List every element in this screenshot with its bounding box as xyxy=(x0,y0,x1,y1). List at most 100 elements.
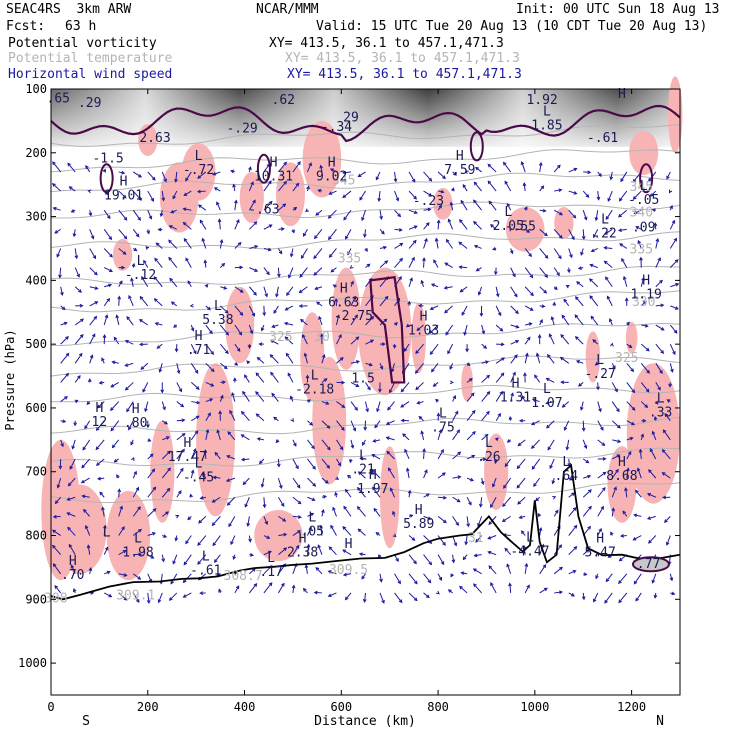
wind-arrowhead xyxy=(284,336,289,341)
wind-arrowhead xyxy=(121,265,126,270)
pv-shaded-region xyxy=(625,321,638,354)
wind-arrowhead xyxy=(74,255,79,260)
wind-vector xyxy=(625,488,628,498)
wind-vector xyxy=(300,319,308,326)
wind-vector xyxy=(481,361,489,364)
wind-arrowhead xyxy=(543,587,548,592)
wind-vector xyxy=(503,477,512,489)
wind-vector xyxy=(263,267,270,275)
wind-arrowhead xyxy=(526,336,531,341)
wind-vector xyxy=(361,210,366,221)
wind-arrowhead xyxy=(95,427,100,432)
wind-arrowhead xyxy=(449,365,453,370)
plot-frame xyxy=(50,88,681,696)
wind-vector xyxy=(314,229,323,239)
wind-vector xyxy=(664,516,671,523)
wind-arrowhead xyxy=(54,585,58,589)
wind-arrowhead xyxy=(119,280,123,285)
wind-arrowhead xyxy=(302,333,306,338)
wind-vector xyxy=(321,401,329,405)
pv-shaded-regions xyxy=(41,76,683,581)
wind-arrowhead xyxy=(443,285,448,290)
extremum-value: .75 xyxy=(431,421,454,436)
wind-arrowhead xyxy=(500,372,505,377)
wind-vector xyxy=(433,259,439,268)
y-axis-label: Pressure (hPa) xyxy=(3,329,17,430)
wind-vector xyxy=(408,225,418,230)
wind-arrowhead xyxy=(283,547,288,552)
wind-vector xyxy=(406,468,410,479)
wind-vector xyxy=(257,438,264,441)
wind-arrowhead xyxy=(559,356,564,361)
wind-vector xyxy=(263,180,272,192)
wind-arrowhead xyxy=(547,446,552,451)
wind-vector xyxy=(330,267,337,273)
wind-arrowhead xyxy=(168,239,172,244)
wind-arrowhead xyxy=(123,216,128,221)
wind-arrowhead xyxy=(212,172,217,176)
wind-arrowhead xyxy=(65,352,70,357)
wind-vector xyxy=(510,340,519,345)
wind-vector xyxy=(155,322,163,326)
wind-arrowhead xyxy=(618,580,622,585)
wind-arrowhead xyxy=(111,444,116,449)
wind-vector xyxy=(611,469,619,479)
wind-arrowhead xyxy=(411,178,416,183)
wind-vector xyxy=(74,267,80,278)
wind-vector xyxy=(198,516,207,524)
wind-arrowhead xyxy=(123,573,128,577)
wind-vector xyxy=(619,190,628,202)
wind-arrowhead xyxy=(399,242,404,247)
wind-arrowhead xyxy=(385,436,390,440)
wind-arrowhead xyxy=(78,289,82,293)
wind-vector xyxy=(197,190,206,193)
wind-arrowhead xyxy=(671,219,676,224)
wind-arrowhead xyxy=(638,448,643,453)
wind-arrowhead xyxy=(87,378,92,383)
wind-arrowhead xyxy=(635,489,639,494)
wind-arrowhead xyxy=(60,291,64,296)
wind-arrowhead xyxy=(70,209,75,213)
wind-vector xyxy=(234,219,240,230)
wind-arrowhead xyxy=(253,221,258,225)
wind-vector xyxy=(663,429,671,441)
wind-arrowhead xyxy=(618,557,623,562)
wind-arrowhead xyxy=(372,438,377,443)
wind-arrowhead xyxy=(384,295,389,300)
wind-arrowhead xyxy=(653,222,658,227)
wind-arrowhead xyxy=(183,237,188,242)
wind-arrowhead xyxy=(462,556,467,561)
wind-arrowhead xyxy=(98,380,103,385)
wind-arrowhead xyxy=(249,553,254,557)
wind-vector xyxy=(103,229,112,240)
wind-arrowhead xyxy=(585,459,590,464)
wind-arrowhead xyxy=(276,463,281,468)
pv-shaded-region xyxy=(275,162,306,227)
extremum-value: 12 xyxy=(92,415,108,430)
wind-vector xyxy=(597,439,605,446)
wind-arrowhead xyxy=(342,572,347,577)
wind-arrowhead xyxy=(559,211,564,216)
wind-vector xyxy=(183,238,192,249)
wind-vector xyxy=(524,585,530,594)
wind-vector xyxy=(481,411,490,422)
wind-arrowhead xyxy=(601,442,606,447)
wind-vector xyxy=(364,592,366,602)
wind-arrowhead xyxy=(427,207,432,212)
wind-arrowhead xyxy=(395,197,400,202)
wind-vector xyxy=(335,315,340,326)
wind-arrowhead xyxy=(273,416,278,421)
wind-vector xyxy=(524,248,532,257)
extremum-marker: L xyxy=(601,213,609,228)
wind-vector xyxy=(110,401,120,411)
wind-arrowhead xyxy=(422,447,426,452)
wind-arrowhead xyxy=(620,178,624,183)
wind-arrowhead xyxy=(344,596,349,601)
wind-arrowhead xyxy=(326,464,331,469)
wind-vector xyxy=(287,373,294,383)
wind-arrowhead xyxy=(558,188,563,193)
wind-vector xyxy=(52,529,61,536)
wind-arrowhead xyxy=(509,250,514,255)
wind-arrowhead xyxy=(632,196,637,200)
wind-vector xyxy=(546,377,555,383)
